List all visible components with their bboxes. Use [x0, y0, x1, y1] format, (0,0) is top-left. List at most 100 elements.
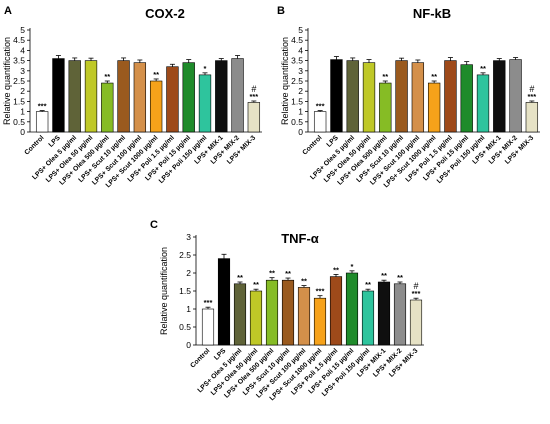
bar [233, 283, 247, 346]
bar [460, 64, 473, 133]
bar [231, 58, 244, 133]
bar [313, 111, 327, 133]
significance-label: *** [249, 92, 258, 101]
bar [198, 74, 212, 133]
bar [362, 62, 376, 133]
y-tick-label: 4.5 [291, 35, 303, 45]
significance-label: ** [301, 277, 307, 286]
panel-c: C TNF-α Relative quantification 0 0.5 1 1.5 2 2… [150, 219, 424, 402]
y-tick-label: 2.5 [13, 76, 25, 86]
y-tick-label: 0 [20, 127, 25, 137]
panel-a: A COX-2 Relative quantification 00.511.522… [2, 5, 262, 189]
bar [476, 74, 490, 133]
y-tick-label: 3 [298, 66, 303, 76]
bar [35, 111, 49, 133]
hash-label: # [529, 84, 534, 94]
y-tick-label: 3 [186, 232, 191, 242]
y-tick-label: 0.5 [179, 322, 191, 332]
bar [409, 299, 423, 346]
significance-label: * [351, 262, 354, 271]
bar [444, 60, 457, 133]
bar [345, 272, 359, 346]
significance-label: *** [38, 102, 47, 111]
y-tick-label: 0 [186, 340, 191, 350]
significance-label: ** [397, 273, 403, 282]
bar [117, 60, 130, 133]
y-tick-label: 1.5 [291, 96, 303, 106]
bar [101, 82, 114, 133]
y-tick-label: 3 [20, 66, 25, 76]
y-tick-label: 0.5 [13, 117, 25, 127]
bar [346, 60, 359, 133]
significance-label: * [204, 64, 207, 73]
significance-label: ** [153, 70, 159, 79]
bar [493, 60, 506, 133]
y-tick-label: 4 [20, 45, 25, 55]
bar [330, 59, 343, 133]
bar [395, 60, 408, 133]
bar [201, 308, 215, 346]
bar [427, 82, 441, 133]
panel-a-letter: A [4, 5, 12, 17]
significance-label: ** [480, 64, 486, 73]
y-tick-label: 2.5 [179, 250, 191, 260]
significance-label: ** [269, 269, 275, 278]
bar [84, 60, 98, 133]
bar [281, 279, 295, 346]
bar [393, 283, 407, 346]
y-axis-label: Relative quantification [159, 247, 169, 335]
bar [265, 279, 279, 346]
y-tick-label: 1.5 [179, 286, 191, 296]
category-label: Control [302, 134, 324, 156]
bar [525, 102, 539, 133]
y-tick-label: 3.5 [291, 56, 303, 66]
y-tick-label: 0.5 [291, 117, 303, 127]
bar [297, 287, 311, 346]
bar [247, 102, 261, 133]
chart-title: TNF-α [281, 231, 319, 246]
bar [68, 60, 81, 133]
category-label: Control [189, 347, 211, 369]
y-tick-label: 2 [20, 86, 25, 96]
y-tick-label: 2 [298, 86, 303, 96]
hash-label: # [251, 84, 256, 94]
bar [411, 62, 425, 133]
bar [379, 82, 392, 133]
significance-label: *** [316, 102, 325, 111]
y-tick-label: 0 [298, 127, 303, 137]
y-axis-label: Relative quantification [2, 37, 12, 125]
chart-title: NF-kB [413, 6, 451, 21]
bar [182, 62, 195, 133]
significance-label: *** [412, 289, 421, 298]
significance-label: ** [381, 271, 387, 280]
panel-c-letter: C [150, 219, 158, 231]
significance-label: ** [104, 72, 110, 81]
y-tick-label: 4 [298, 45, 303, 55]
y-tick-label: 4.5 [13, 35, 25, 45]
panel-b-letter: B [277, 5, 285, 17]
y-tick-label: 1 [186, 304, 191, 314]
category-label: Control [24, 134, 46, 156]
significance-label: ** [382, 72, 388, 81]
y-tick-label: 5 [20, 25, 25, 35]
significance-label: *** [527, 92, 536, 101]
significance-label: ** [431, 72, 437, 81]
y-tick-label: 1 [298, 107, 303, 117]
bar [377, 281, 391, 346]
bar [52, 58, 65, 133]
significance-label: ** [365, 280, 371, 289]
significance-label: ** [237, 273, 243, 282]
bar [133, 62, 147, 133]
bar [313, 297, 327, 346]
significance-label: *** [204, 298, 213, 307]
bar [166, 66, 179, 133]
panel-b: B NF-kB Relative quantification 00.511.522… [277, 5, 540, 189]
y-tick-label: 2.5 [291, 76, 303, 86]
significance-label: ** [333, 265, 339, 274]
bar [361, 290, 375, 346]
hash-label: # [413, 281, 418, 291]
y-tick-label: 1 [20, 107, 25, 117]
bar [329, 276, 343, 346]
y-tick-label: 3.5 [13, 56, 25, 66]
